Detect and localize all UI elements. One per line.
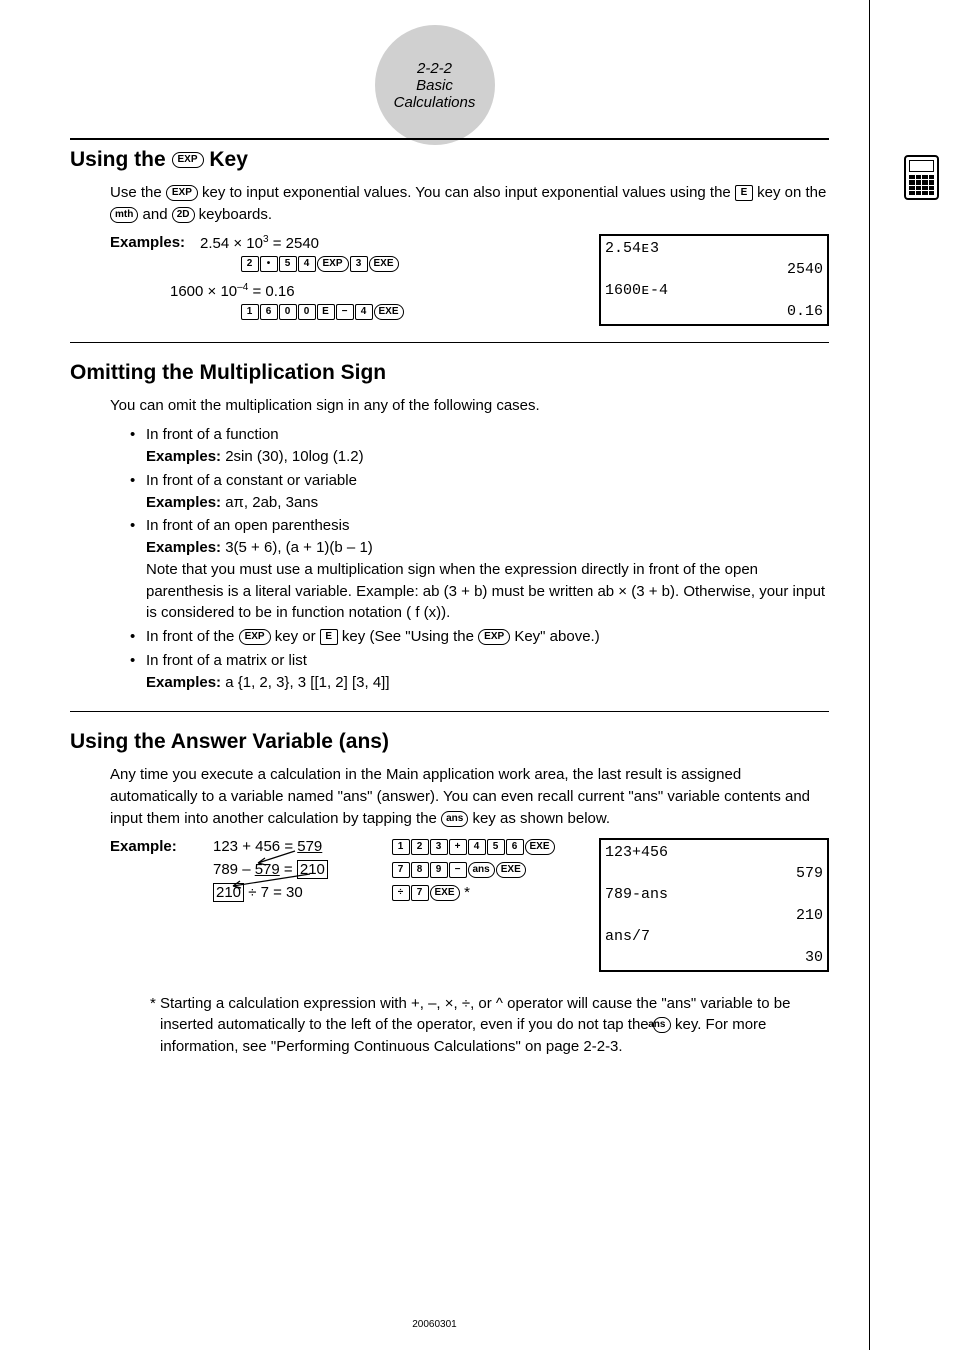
e-key-icon: E bbox=[320, 629, 338, 645]
exp-key-icon: EXP bbox=[166, 185, 198, 201]
footer-date: 20060301 bbox=[412, 1319, 457, 1330]
section-omit: Omitting the Multiplication Sign You can… bbox=[70, 361, 829, 694]
2d-key-icon: 2D bbox=[172, 207, 195, 223]
exp-intro: Use the EXP key to input exponential val… bbox=[110, 182, 829, 226]
heading-exp: Using the EXP Key bbox=[70, 148, 829, 172]
heading-text: Using the bbox=[70, 148, 172, 171]
heading-ans: Using the Answer Variable (ans) bbox=[70, 730, 829, 754]
calc-display-ans: 123+456 579 789-ans 210 ans/7 30 bbox=[599, 838, 829, 972]
calculator-icon bbox=[904, 155, 939, 200]
ans-row-1-keys: 123+456EXE bbox=[391, 838, 611, 855]
example-1-math: 2.54 × 103 = 2540 bbox=[200, 234, 319, 252]
examples-label: Examples: bbox=[110, 234, 200, 251]
example-label: Example: bbox=[110, 838, 195, 855]
ans-row-3-keys: ÷7EXE * bbox=[391, 884, 611, 901]
ans-key-icon: ans bbox=[441, 811, 468, 827]
heading-omit: Omitting the Multiplication Sign bbox=[70, 361, 829, 385]
divider bbox=[70, 711, 829, 712]
ans-key-icon: ans bbox=[653, 1017, 671, 1033]
section-ans: Using the Answer Variable (ans) Any time… bbox=[70, 730, 829, 1058]
divider bbox=[70, 342, 829, 343]
footnote: * Starting a calculation expression with… bbox=[150, 993, 829, 1058]
exp-examples: Examples: 2.54 × 103 = 2540 2•54EXP3EXE … bbox=[70, 234, 829, 324]
list-item: In front of a matrix or list Examples: a… bbox=[130, 650, 829, 694]
ans-row-2-keys: 789−ansEXE bbox=[391, 861, 611, 878]
ans-row-1-math: 123 + 456 = 579 bbox=[213, 838, 373, 855]
list-item: In front of the EXP key or E key (See "U… bbox=[130, 626, 829, 648]
list-item: In front of an open parenthesis Examples… bbox=[130, 515, 829, 624]
divider bbox=[70, 138, 829, 140]
exp-key-icon: EXP bbox=[478, 629, 510, 645]
example-2-math: 1600 × 10–4 = 0.16 bbox=[170, 282, 295, 300]
ans-row-2-math: 789 – 579 = 210 bbox=[213, 861, 373, 878]
ans-row-3-math: 210 ÷ 7 = 30 bbox=[213, 884, 373, 901]
e-key-icon: E bbox=[735, 185, 753, 201]
calc-display-exp: 2.54ᴇ3 2540 1600ᴇ-4 0.16 bbox=[599, 234, 829, 326]
ans-intro: Any time you execute a calculation in th… bbox=[110, 764, 829, 829]
exp-key-icon: EXP bbox=[172, 152, 204, 168]
exp-key-icon: EXP bbox=[239, 629, 271, 645]
ans-example-block: Example: 123 + 456 = 579 123+456EXE 789 … bbox=[70, 838, 829, 978]
list-item: In front of a constant or variable Examp… bbox=[130, 470, 829, 514]
mth-key-icon: mth bbox=[110, 207, 138, 223]
list-item: In front of a function Examples: 2sin (3… bbox=[130, 424, 829, 468]
section-exp: Using the EXP Key Use the EXP key to inp… bbox=[70, 138, 829, 324]
omit-bullets: In front of a function Examples: 2sin (3… bbox=[130, 424, 829, 693]
omit-intro: You can omit the multiplication sign in … bbox=[110, 395, 829, 417]
manual-page: 2-2-2 Basic Calculations Using the EXP K… bbox=[0, 0, 870, 1350]
heading-suffix: Key bbox=[204, 148, 248, 171]
